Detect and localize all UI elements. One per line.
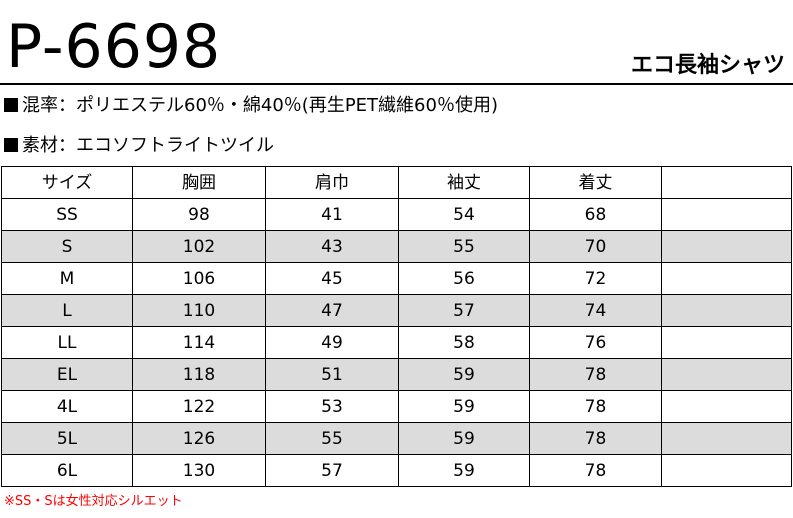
cell-shoulder: 41 bbox=[265, 198, 399, 231]
table-row: 5L 126 55 59 78 bbox=[1, 422, 792, 455]
cell-sleeve: 59 bbox=[398, 454, 530, 487]
cell-length: 78 bbox=[529, 390, 662, 423]
cell-shoulder: 57 bbox=[265, 454, 399, 487]
cell-shoulder: 49 bbox=[265, 326, 399, 359]
cell-sleeve: 58 bbox=[398, 326, 530, 359]
size-table: サイズ 胸囲 肩巾 袖丈 着丈 SS 98 41 54 68 S 102 43 … bbox=[1, 166, 792, 487]
header-length: 着丈 bbox=[529, 166, 662, 199]
cell-size: EL bbox=[1, 358, 133, 391]
cell-size: 5L bbox=[1, 422, 133, 455]
bullet-square-icon bbox=[4, 138, 18, 152]
spec-fabric-text: 素材：エコソフトライトツイル bbox=[22, 135, 274, 156]
table-row: EL 118 51 59 78 bbox=[1, 358, 792, 391]
cell-blank bbox=[661, 390, 792, 423]
cell-blank bbox=[661, 230, 792, 263]
table-row: LL 114 49 58 76 bbox=[1, 326, 792, 359]
title-divider bbox=[0, 83, 793, 85]
header-blank bbox=[661, 166, 792, 199]
cell-size: SS bbox=[1, 198, 133, 231]
cell-chest: 98 bbox=[132, 198, 266, 231]
cell-chest: 102 bbox=[132, 230, 266, 263]
cell-blank bbox=[661, 294, 792, 327]
bullet-square-icon bbox=[4, 98, 18, 112]
cell-chest: 110 bbox=[132, 294, 266, 327]
table-row: L 110 47 57 74 bbox=[1, 294, 792, 327]
cell-sleeve: 59 bbox=[398, 358, 530, 391]
cell-sleeve: 57 bbox=[398, 294, 530, 327]
cell-shoulder: 47 bbox=[265, 294, 399, 327]
cell-blank bbox=[661, 198, 792, 231]
cell-sleeve: 54 bbox=[398, 198, 530, 231]
cell-size: LL bbox=[1, 326, 133, 359]
cell-size: M bbox=[1, 262, 133, 295]
spec-material: 混率：ポリエステル60％・綿40％(再生PET繊維60％使用) bbox=[4, 94, 498, 118]
cell-sleeve: 55 bbox=[398, 230, 530, 263]
size-table-header-row: サイズ 胸囲 肩巾 袖丈 着丈 bbox=[1, 166, 792, 199]
cell-chest: 114 bbox=[132, 326, 266, 359]
table-row: 4L 122 53 59 78 bbox=[1, 390, 792, 423]
spec-material-text: 混率：ポリエステル60％・綿40％(再生PET繊維60％使用) bbox=[22, 95, 498, 116]
cell-chest: 106 bbox=[132, 262, 266, 295]
cell-length: 78 bbox=[529, 358, 662, 391]
cell-shoulder: 51 bbox=[265, 358, 399, 391]
cell-chest: 118 bbox=[132, 358, 266, 391]
product-name: エコ長袖シャツ bbox=[630, 53, 785, 78]
cell-chest: 122 bbox=[132, 390, 266, 423]
header-shoulder: 肩巾 bbox=[265, 166, 399, 199]
cell-shoulder: 55 bbox=[265, 422, 399, 455]
product-code: P-6698 bbox=[6, 12, 222, 82]
header-chest: 胸囲 bbox=[132, 166, 266, 199]
header-sleeve: 袖丈 bbox=[398, 166, 530, 199]
cell-shoulder: 45 bbox=[265, 262, 399, 295]
cell-chest: 126 bbox=[132, 422, 266, 455]
cell-length: 72 bbox=[529, 262, 662, 295]
cell-length: 78 bbox=[529, 454, 662, 487]
table-row: M 106 45 56 72 bbox=[1, 262, 792, 295]
table-row: S 102 43 55 70 bbox=[1, 230, 792, 263]
spec-fabric: 素材：エコソフトライトツイル bbox=[4, 134, 274, 158]
footnote: ※SS・Sは女性対応シルエット bbox=[4, 494, 183, 509]
cell-shoulder: 43 bbox=[265, 230, 399, 263]
cell-sleeve: 59 bbox=[398, 390, 530, 423]
cell-blank bbox=[661, 422, 792, 455]
cell-blank bbox=[661, 454, 792, 487]
cell-size: 4L bbox=[1, 390, 133, 423]
cell-size: S bbox=[1, 230, 133, 263]
cell-length: 78 bbox=[529, 422, 662, 455]
cell-length: 76 bbox=[529, 326, 662, 359]
cell-blank bbox=[661, 358, 792, 391]
cell-shoulder: 53 bbox=[265, 390, 399, 423]
header-size: サイズ bbox=[1, 166, 133, 199]
table-row: 6L 130 57 59 78 bbox=[1, 454, 792, 487]
cell-length: 74 bbox=[529, 294, 662, 327]
cell-size: 6L bbox=[1, 454, 133, 487]
cell-blank bbox=[661, 326, 792, 359]
cell-length: 70 bbox=[529, 230, 662, 263]
cell-length: 68 bbox=[529, 198, 662, 231]
cell-blank bbox=[661, 262, 792, 295]
cell-sleeve: 56 bbox=[398, 262, 530, 295]
cell-chest: 130 bbox=[132, 454, 266, 487]
cell-sleeve: 59 bbox=[398, 422, 530, 455]
table-row: SS 98 41 54 68 bbox=[1, 198, 792, 231]
cell-size: L bbox=[1, 294, 133, 327]
